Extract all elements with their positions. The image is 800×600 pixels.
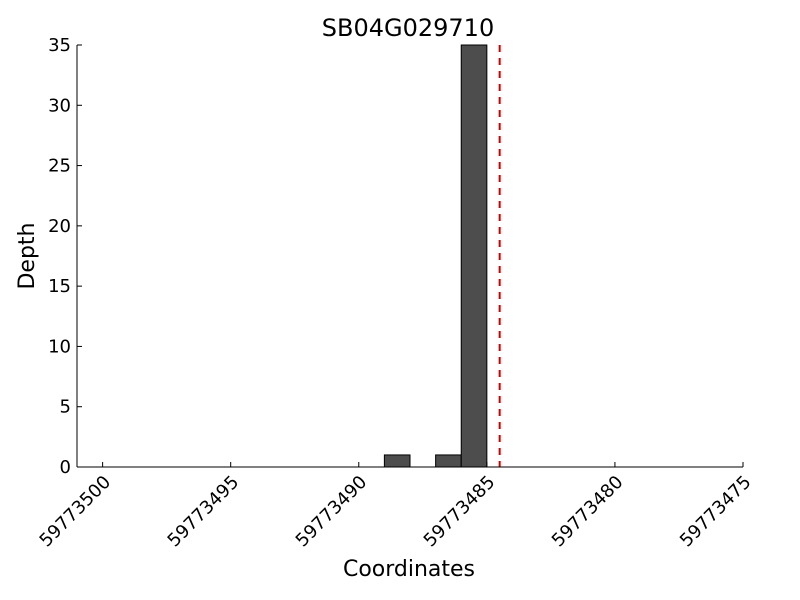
y-tick-label: 5 [60,397,71,418]
y-tick-label: 35 [48,35,71,56]
y-tick-label: 10 [48,336,71,357]
y-tick-label: 30 [48,95,71,116]
bar-2 [460,44,488,468]
x-tick-label: 59773495 [164,472,244,552]
bar-1 [435,454,462,468]
y-tick-label: 0 [60,457,71,478]
x-tick-label: 59773500 [36,472,116,552]
y-tick-label: 20 [48,216,71,237]
x-tick-label: 59773480 [548,472,628,552]
x-tick-label: 59773475 [676,472,756,552]
x-ticks-layer: 59773500 59773495 59773490 59773485 59773480… [36,462,756,551]
y-tick-label: 25 [48,156,71,177]
x-tick-label: 59773490 [292,472,372,552]
y-tick-label: 15 [48,276,71,297]
x-tick-label: 59773485 [420,472,500,552]
chart-title: SB04G029710 [322,14,494,42]
y-ticks-layer: 0 5 10 15 20 25 30 35 [48,35,82,478]
bars-layer [383,44,488,468]
x-axis-title: Coordinates [343,557,475,582]
y-axis-title: Depth [15,222,40,289]
bar-0 [383,454,411,468]
axes-layer [76,45,743,468]
